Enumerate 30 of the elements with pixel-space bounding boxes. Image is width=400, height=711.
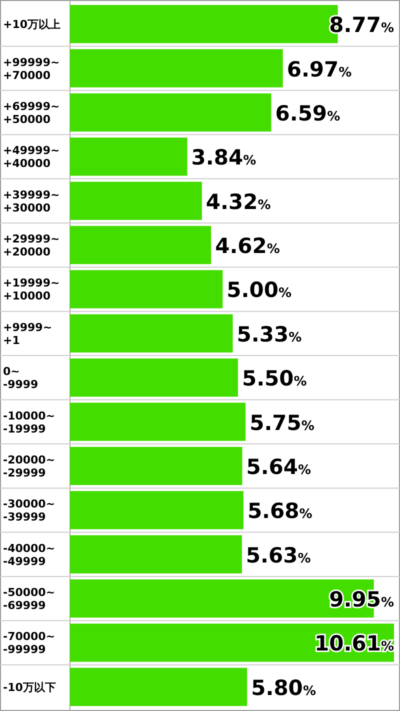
data-label: 6.59% <box>275 101 340 126</box>
y-tick-label: -40000~ -49999 <box>3 542 56 568</box>
data-label: 5.80% <box>251 676 316 700</box>
data-label: 10.61% <box>314 632 394 656</box>
data-label: 5.63% <box>246 543 311 568</box>
y-tick-label: -50000~ -69999 <box>3 586 56 612</box>
data-label: 6.97% <box>286 57 352 82</box>
y-tick-label: -30000~ -39999 <box>3 498 56 524</box>
y-tick-label: +29999~ +20000 <box>3 232 60 259</box>
y-tick-label: +9999~ +1 <box>3 320 52 347</box>
y-tick-label: +39999~ +30000 <box>3 188 60 214</box>
data-label: 4.32% <box>206 190 271 214</box>
data-label: 3.84% <box>191 146 256 170</box>
data-label: 5.33% <box>236 322 302 346</box>
y-tick-label: 0~ -9999 <box>3 365 38 392</box>
y-tick-label: -10000~ -19999 <box>3 409 56 436</box>
data-label: 5.00% <box>226 278 292 302</box>
y-tick-label: +99999~ +70000 <box>3 56 60 82</box>
y-tick-label: +69999~ +50000 <box>3 100 60 126</box>
data-label: 5.75% <box>250 410 314 435</box>
y-tick-label: -70000~ -99999 <box>3 630 56 656</box>
y-tick-label: +19999~ +10000 <box>3 276 60 303</box>
data-label: 5.50% <box>242 366 307 391</box>
y-tick-label: +10万以上 <box>3 18 61 32</box>
data-label: 5.68% <box>247 499 312 524</box>
data-label: 4.62% <box>215 234 280 258</box>
data-label: 5.64% <box>246 454 312 479</box>
y-tick-label: -10万以下 <box>3 680 56 694</box>
y-tick-label: +49999~ +40000 <box>3 144 60 170</box>
y-tick-label: -20000~ -29999 <box>3 453 56 480</box>
